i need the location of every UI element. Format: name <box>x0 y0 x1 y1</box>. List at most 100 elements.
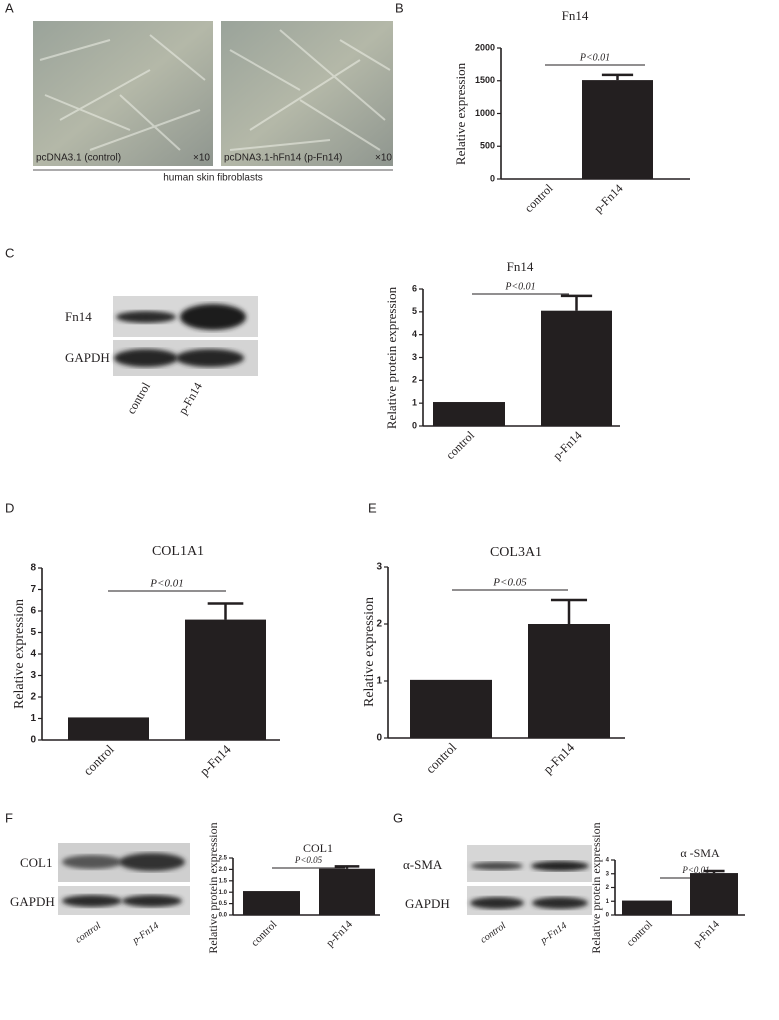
x-tick-label: p-Fn14 <box>591 181 625 215</box>
x-tick-label: p-Fn14 <box>540 739 578 777</box>
blot-lane-label: control <box>478 920 508 945</box>
y-tick-label: 4 <box>606 858 610 864</box>
y-tick-label: 2 <box>376 619 382 630</box>
y-tick-label: 2 <box>606 885 610 891</box>
micrographs: pcDNA3.1 (control) ×10 pcDNA3.1-hFn14 (p… <box>33 21 393 184</box>
blot-lane-label: control <box>124 379 153 416</box>
y-tick-label: 500 <box>480 141 495 151</box>
y-axis-label: Relative expression <box>362 597 377 707</box>
panel-label: E <box>368 500 377 515</box>
x-tick-label: p-Fn14 <box>197 741 235 779</box>
western-blot: α-SMA GAPDH control p-Fn14 <box>403 845 592 947</box>
chart-title: COL1A1 <box>152 544 204 559</box>
bar <box>185 619 266 740</box>
western-blot: COL1 GAPDH control p-Fn14 <box>10 843 190 947</box>
y-tick-label: 3 <box>412 352 417 362</box>
blot-row-label: α-SMA <box>403 857 443 872</box>
y-tick-label: 1 <box>606 899 610 905</box>
panel-label: A <box>5 0 14 15</box>
y-tick-label: 1.5 <box>219 878 228 884</box>
x-tick-label: control <box>522 181 556 215</box>
blot-row-label: COL1 <box>20 855 53 870</box>
y-tick-label: 1 <box>412 398 417 408</box>
significance-label: P<0.01 <box>579 52 610 63</box>
error-bar <box>601 73 634 81</box>
y-tick-label: 3 <box>376 562 382 573</box>
significance-label: P<0.05 <box>294 855 323 865</box>
y-axis-label: Relative protein expression <box>206 822 220 953</box>
panel-label: D <box>5 500 14 515</box>
y-tick-label: 6 <box>412 283 417 293</box>
significance-label: P<0.05 <box>492 577 527 589</box>
y-tick-label: 0.0 <box>219 913 228 919</box>
y-tick-label: 2.0 <box>219 867 228 873</box>
y-axis-label: Relative expression <box>453 62 468 165</box>
y-tick-label: 2000 <box>475 42 495 52</box>
blot-lane-label: p-Fn14 <box>538 920 569 946</box>
bar <box>319 868 375 915</box>
y-tick-label: 5 <box>30 627 36 638</box>
panel-label: F <box>5 810 13 825</box>
bar <box>541 310 612 426</box>
micrograph-label: pcDNA3.1 (control) <box>36 153 121 164</box>
panel-label: G <box>393 810 403 825</box>
blot-row-label: GAPDH <box>65 350 110 365</box>
y-axis-label: Relative expression <box>12 599 27 709</box>
y-tick-label: 3 <box>606 871 610 877</box>
x-tick-label: p-Fn14 <box>324 918 355 949</box>
micrograph-label: ×10 <box>193 153 210 164</box>
micrograph-label: pcDNA3.1-hFn14 (p-Fn14) <box>224 153 342 164</box>
y-tick-label: 0 <box>606 913 610 919</box>
x-tick-label: p-Fn14 <box>550 428 584 462</box>
y-tick-label: 0 <box>30 735 36 746</box>
x-tick-label: control <box>80 741 117 778</box>
x-tick-label: control <box>249 918 280 949</box>
y-tick-label: 1 <box>30 713 36 724</box>
blot-row-label: GAPDH <box>10 894 55 909</box>
significance-label: P<0.01 <box>681 865 709 875</box>
x-tick-label: control <box>624 918 655 949</box>
x-tick-label: control <box>423 739 460 776</box>
blot-lane-label: p-Fn14 <box>130 920 161 946</box>
y-tick-label: 2 <box>30 692 36 703</box>
y-tick-label: 0.5 <box>219 901 228 907</box>
chart-title: α -SMA <box>680 846 720 860</box>
y-tick-label: 1 <box>376 676 382 687</box>
micrograph-label: ×10 <box>375 153 392 164</box>
blot-lane-label: p-Fn14 <box>176 380 205 417</box>
y-tick-label: 4 <box>412 329 417 339</box>
chart-title: Fn14 <box>562 8 589 23</box>
chart-title: Fn14 <box>507 259 534 274</box>
x-tick-label: control <box>443 428 477 462</box>
y-tick-label: 0 <box>376 733 382 744</box>
y-tick-label: 7 <box>30 584 36 595</box>
x-tick-label: p-Fn14 <box>691 918 722 949</box>
micrograph <box>33 21 213 166</box>
significance-label: P<0.01 <box>149 578 183 590</box>
y-tick-label: 6 <box>30 606 36 617</box>
panel-label: C <box>5 245 14 260</box>
error-bar <box>703 869 725 874</box>
y-tick-label: 5 <box>412 306 417 316</box>
error-bar <box>207 602 244 620</box>
bar <box>433 402 505 426</box>
y-tick-label: 1000 <box>475 108 495 118</box>
y-tick-label: 0 <box>490 173 495 183</box>
western-blot: Fn14 GAPDH control p-Fn14 <box>65 296 258 417</box>
micrograph-caption: human skin fibroblasts <box>163 173 263 184</box>
y-axis-label: Relative protein expression <box>384 286 399 429</box>
bar <box>512 178 583 180</box>
y-tick-label: 0 <box>412 420 417 430</box>
y-tick-label: 2 <box>412 375 417 385</box>
significance-label: P<0.01 <box>504 281 535 292</box>
blot-lane-label: control <box>73 920 103 945</box>
bar <box>68 717 149 740</box>
blot-row-label: GAPDH <box>405 896 450 911</box>
bar <box>582 80 653 179</box>
blot-row-label: Fn14 <box>65 309 92 324</box>
y-tick-label: 4 <box>30 649 36 660</box>
error-bar <box>550 598 588 624</box>
y-tick-label: 3 <box>30 670 36 681</box>
y-tick-label: 8 <box>30 563 36 574</box>
